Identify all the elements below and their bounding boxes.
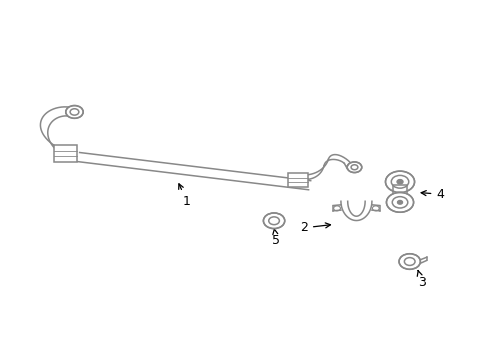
Text: 5: 5 bbox=[272, 228, 280, 247]
Text: 4: 4 bbox=[421, 188, 444, 201]
FancyBboxPatch shape bbox=[288, 172, 309, 188]
Bar bbox=[393, 185, 407, 194]
Text: 3: 3 bbox=[417, 270, 426, 289]
Circle shape bbox=[399, 254, 420, 269]
FancyBboxPatch shape bbox=[54, 145, 77, 162]
Circle shape bbox=[264, 213, 285, 229]
Circle shape bbox=[347, 162, 362, 172]
Circle shape bbox=[397, 180, 403, 184]
Circle shape bbox=[66, 105, 83, 118]
Circle shape bbox=[387, 192, 414, 212]
Circle shape bbox=[397, 201, 402, 204]
Text: 2: 2 bbox=[300, 221, 330, 234]
Text: 1: 1 bbox=[179, 184, 191, 208]
Circle shape bbox=[386, 171, 415, 192]
